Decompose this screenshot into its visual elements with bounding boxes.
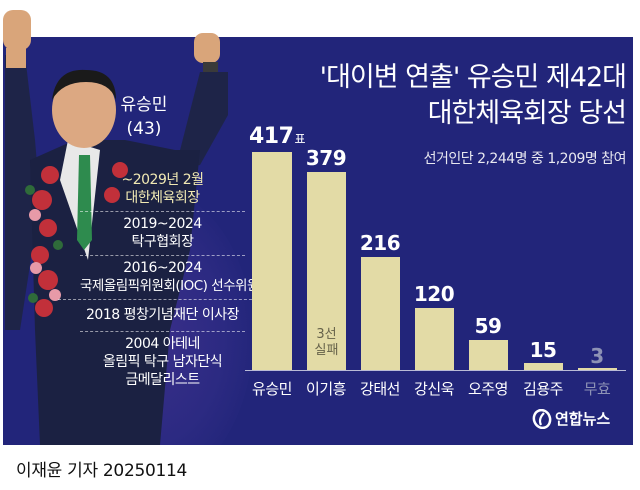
- career-role: 올림픽 탁구 남자단식: [102, 354, 223, 370]
- person-photo: [3, 10, 228, 445]
- bar-oh-jooyoung: [469, 340, 508, 370]
- career-item: 2004 아테네 올림픽 탁구 남자단식 금메달리스트: [80, 332, 245, 393]
- category-label: 김용주: [523, 380, 563, 398]
- bar-invalid: [578, 368, 617, 370]
- value-label: 417표: [244, 124, 310, 149]
- title-line-2: 대한체육회장 당선: [427, 98, 627, 129]
- career-period: ~2029년 2월: [121, 172, 204, 188]
- chart-subtitle: 선거인단 2,244명 중 1,209명 참여: [423, 151, 627, 167]
- career-role: 2018 평창기념재단 이사장: [86, 307, 239, 323]
- bar-yoo-seungmin: [252, 152, 292, 370]
- career-role: 대한체육회장: [125, 190, 200, 206]
- credit-line: 이재윤 기자 20250114: [16, 461, 188, 481]
- profile-name-block: 유승민 (43): [108, 93, 180, 141]
- career-role: 국제올림픽위원회(IOC) 선수위원: [80, 278, 259, 294]
- bar-kang-taesun: [361, 257, 400, 370]
- logo-text: 연합뉴스: [555, 410, 611, 428]
- chart-title: '대이변 연출' 유승민 제42대 대한체육회장 당선: [319, 60, 627, 132]
- career-period: 2019~2024: [123, 216, 202, 232]
- category-label: 유승민: [252, 380, 292, 398]
- bar-kang-shinwook: [415, 308, 454, 370]
- career-item: 2019~2024 탁구협회장: [80, 212, 245, 256]
- value-unit: 표: [294, 132, 305, 146]
- career-role: 탁구협회장: [131, 234, 194, 250]
- category-label: 강신욱: [414, 380, 454, 398]
- value-label: 216: [359, 231, 401, 255]
- profile-name: 유승민: [120, 95, 168, 115]
- category-label: 오주영: [468, 380, 508, 398]
- bar-lee-kiheung: [307, 172, 346, 370]
- career-period: 2004 아테네: [125, 336, 200, 352]
- career-item: ~2029년 2월 대한체육회장: [80, 168, 245, 212]
- value-label: 379: [305, 146, 347, 170]
- value-label: 120: [413, 282, 455, 306]
- annotation-line: 3선: [316, 327, 337, 342]
- value-label: 15: [529, 338, 557, 362]
- title-line-1: '대이변 연출' 유승민 제42대: [319, 62, 627, 93]
- career-period: 2016~2024: [123, 260, 202, 276]
- career-item: 2018 평창기념재단 이사장: [80, 300, 245, 332]
- profile-age: (43): [126, 119, 162, 139]
- value-number: 417: [249, 124, 294, 149]
- x-axis-baseline: [245, 370, 626, 371]
- bar-kim-yongju: [524, 363, 563, 370]
- value-label: 3: [590, 344, 604, 368]
- yonhap-logo: 연합뉴스: [532, 408, 610, 429]
- category-label: 무효: [583, 380, 611, 398]
- category-label: 강태선: [360, 380, 400, 398]
- career-role: 금메달리스트: [125, 372, 200, 388]
- annotation-3rd-term-fail: 3선 실패: [307, 327, 346, 359]
- career-item: 2016~2024 국제올림픽위원회(IOC) 선수위원: [58, 256, 267, 300]
- category-label: 이기흥: [306, 380, 346, 398]
- career-list: ~2029년 2월 대한체육회장 2019~2024 탁구협회장 2016~20…: [58, 168, 267, 393]
- value-label: 59: [474, 314, 502, 338]
- yonhap-logo-icon: [532, 408, 552, 429]
- annotation-line: 실패: [314, 343, 339, 358]
